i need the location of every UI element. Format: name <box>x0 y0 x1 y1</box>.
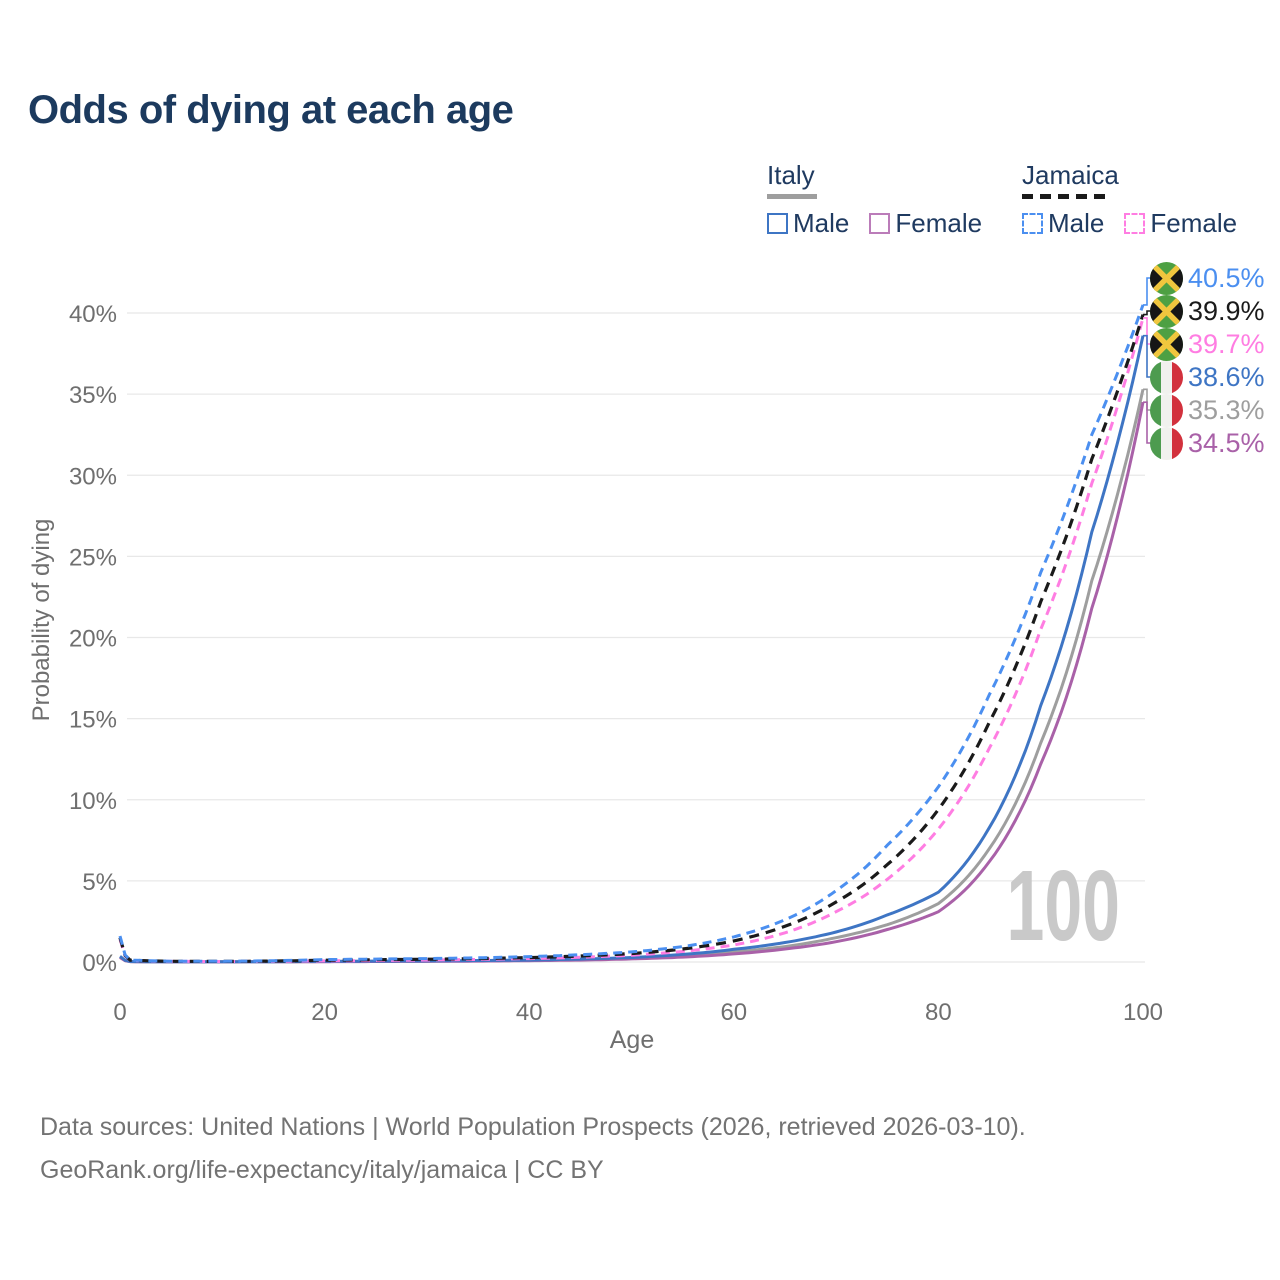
y-tick-label: 40% <box>69 301 117 328</box>
end-label-value: 38.6% <box>1188 361 1265 392</box>
legend-label: Female <box>1150 208 1238 238</box>
series-end-label: 34.5% <box>1150 426 1265 460</box>
age-watermark: 100 <box>1006 850 1120 962</box>
y-axis-title: Probability of dying <box>28 518 55 722</box>
y-tick-label: 15% <box>69 707 117 734</box>
jamaica-flag-icon <box>1150 294 1183 328</box>
series-end-label: 40.5% <box>1150 261 1265 295</box>
legend-item-jamaica-female[interactable]: Female <box>1124 208 1237 239</box>
series-end-label: 39.7% <box>1150 327 1265 361</box>
series-line-jamaica-all[interactable] <box>118 314 1145 963</box>
y-tick-label: 30% <box>69 463 117 490</box>
legend-group-jamaica: Jamaica Male Female <box>1022 160 1237 239</box>
x-tick-label: 100 <box>1123 999 1163 1026</box>
legend-country-label: Italy <box>767 160 815 190</box>
italy-flag-icon <box>1150 426 1183 460</box>
end-label-connector <box>1143 334 1151 378</box>
end-label-connector <box>1143 317 1151 345</box>
end-label-value: 34.5% <box>1188 427 1265 458</box>
end-label-connector <box>1143 388 1151 411</box>
legend-country-jamaica[interactable]: Jamaica <box>1022 160 1237 199</box>
jamaica-line-sample <box>1022 194 1112 199</box>
end-label-connector <box>1143 277 1151 306</box>
jamaica-male-swatch-icon <box>1022 213 1043 234</box>
end-label-connector <box>1143 401 1151 444</box>
legend-item-italy-female[interactable]: Female <box>869 208 982 239</box>
attribution-text: GeoRank.org/life-expectancy/italy/jamaic… <box>40 1155 604 1184</box>
legend-label: Male <box>1048 208 1105 238</box>
y-tick-label: 25% <box>69 544 117 571</box>
end-label-value: 40.5% <box>1188 262 1265 293</box>
series-line-italy-male[interactable] <box>119 335 1145 964</box>
series-line-italy-female[interactable] <box>119 401 1145 964</box>
series-end-label: 35.3% <box>1150 393 1265 427</box>
end-label-value: 35.3% <box>1188 394 1265 425</box>
italy-flag-icon <box>1150 393 1183 427</box>
x-tick-label: 60 <box>720 999 747 1026</box>
data-source-text: Data sources: United Nations | World Pop… <box>40 1113 1026 1141</box>
legend-label: Female <box>895 208 983 238</box>
series-end-label: 39.9% <box>1150 294 1265 328</box>
end-label-connector <box>1143 310 1151 316</box>
series-line-jamaica-male[interactable] <box>118 304 1145 963</box>
legend-label: Male <box>793 208 850 238</box>
y-tick-label: 0% <box>82 950 117 977</box>
legend-item-jamaica-male[interactable]: Male <box>1022 208 1104 239</box>
italy-female-swatch-icon <box>869 213 891 234</box>
y-tick-label: 35% <box>69 382 117 409</box>
legend-country-italy[interactable]: Italy <box>767 160 982 199</box>
italy-flag-icon <box>1150 360 1183 394</box>
footer: Data sources: United Nations | World Pop… <box>40 1106 1026 1191</box>
x-axis-title: Age <box>609 1026 655 1054</box>
chart-title: Odds of dying at each age <box>28 88 514 132</box>
x-tick-label: 0 <box>113 999 126 1026</box>
series-end-label: 38.6% <box>1150 360 1265 394</box>
y-tick-label: 5% <box>82 869 117 896</box>
y-tick-label: 10% <box>69 788 117 815</box>
x-tick-label: 20 <box>311 999 338 1026</box>
italy-line-sample <box>767 194 817 199</box>
jamaica-flag-icon <box>1150 327 1183 361</box>
legend-item-italy-male[interactable]: Male <box>767 208 849 239</box>
legend-country-label: Jamaica <box>1022 160 1119 190</box>
jamaica-flag-icon <box>1150 261 1183 295</box>
jamaica-female-swatch-icon <box>1124 213 1146 234</box>
legend-group-italy: Italy Male Female <box>767 160 982 239</box>
italy-male-swatch-icon <box>767 213 788 234</box>
end-label-value: 39.9% <box>1188 295 1265 326</box>
x-tick-label: 40 <box>516 999 543 1026</box>
series-line-jamaica-female[interactable] <box>118 317 1145 963</box>
x-tick-label: 80 <box>925 999 952 1026</box>
y-tick-label: 20% <box>69 626 117 653</box>
end-label-value: 39.7% <box>1188 328 1265 359</box>
